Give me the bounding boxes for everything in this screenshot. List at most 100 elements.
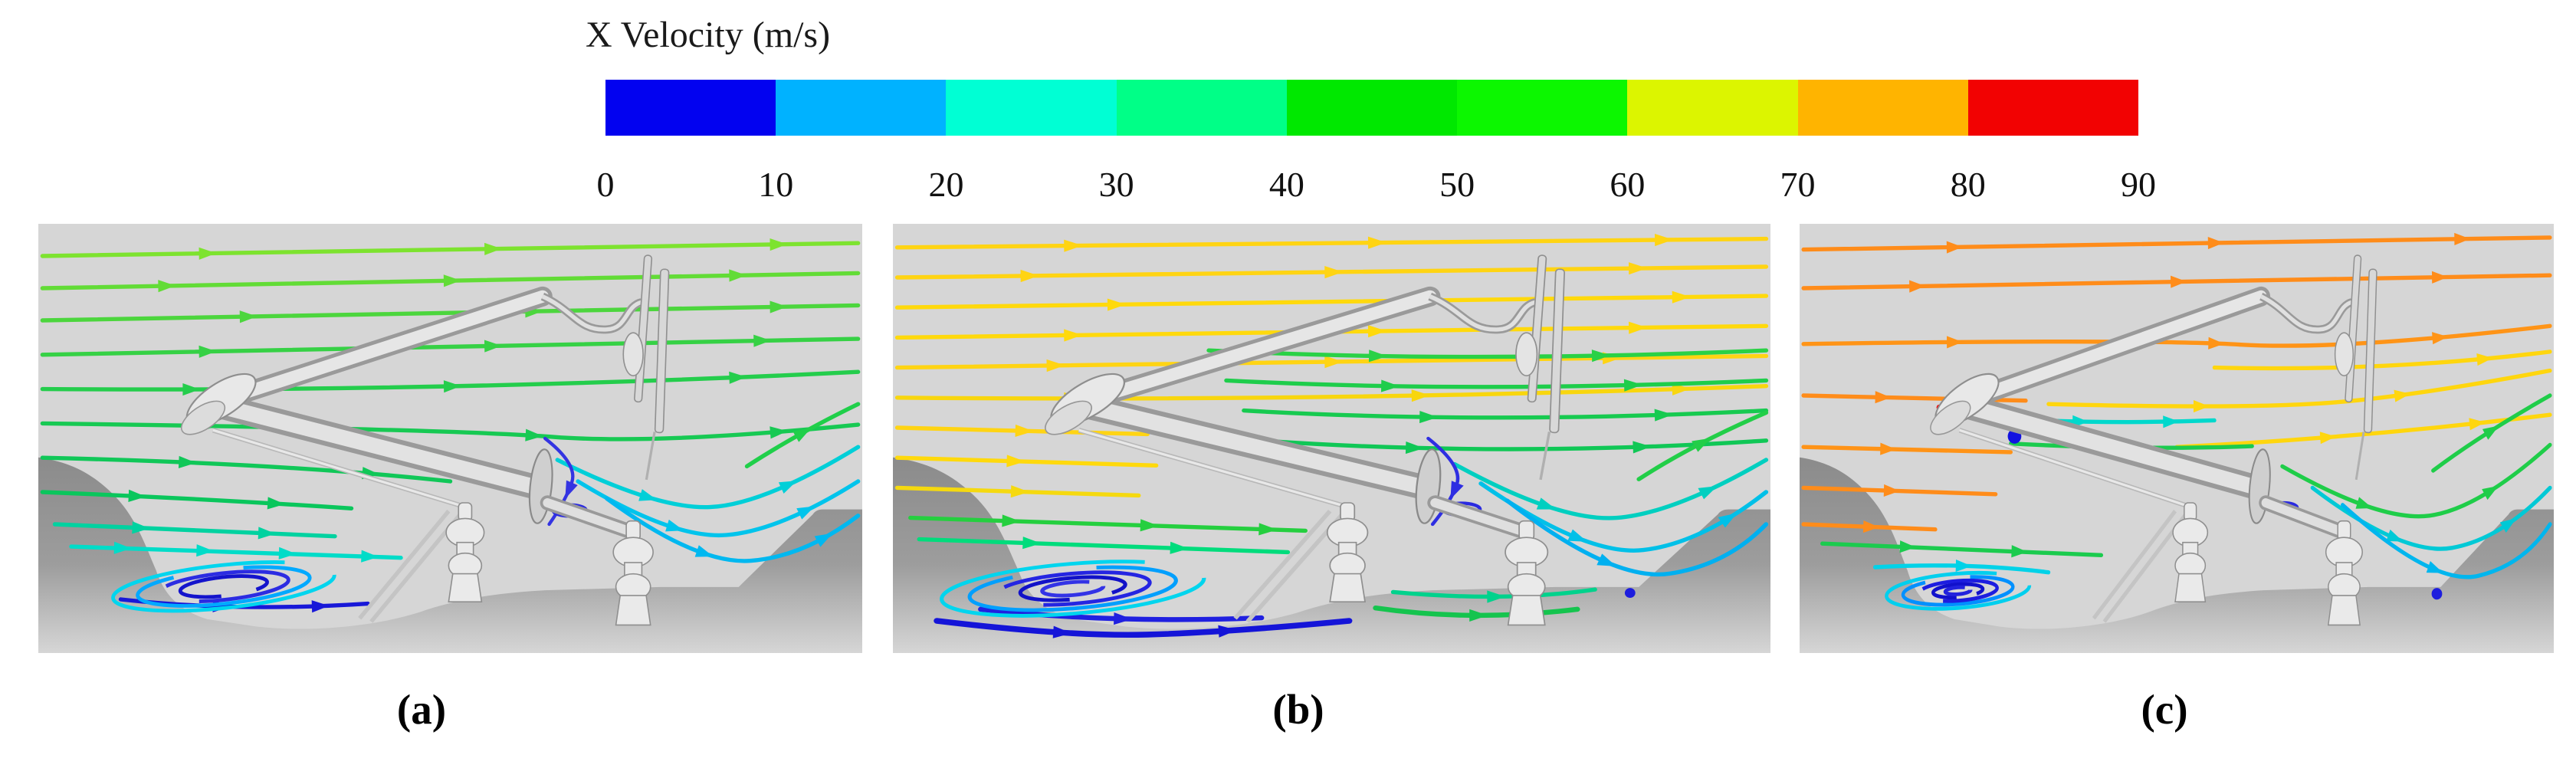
streamline-arrow	[778, 481, 797, 494]
streamline	[1505, 498, 1769, 577]
flow-panel-svg	[38, 224, 862, 653]
flow-panel-c	[1800, 224, 2554, 653]
streamline-arrow	[638, 489, 658, 501]
streamline-arrow	[1633, 441, 1652, 454]
colorbar-tick-50: 50	[1439, 165, 1475, 204]
streamline	[1259, 438, 1769, 451]
insulator	[445, 502, 485, 603]
streamline	[40, 241, 861, 258]
streamline-arrow	[796, 506, 815, 520]
streamline	[934, 618, 1353, 638]
streamline-arrow	[196, 544, 214, 557]
streamline-arrow	[1258, 523, 1278, 536]
streamline-arrow	[239, 310, 258, 323]
streamline-arrow	[1218, 625, 1237, 638]
streamline	[2212, 350, 2552, 371]
streamline-arrow	[113, 541, 132, 554]
colorbar-block-6	[1627, 80, 1798, 136]
streamline-arrow	[2426, 561, 2443, 573]
streamline-arrow	[1107, 298, 1126, 311]
streamline-arrow	[1883, 484, 1900, 497]
streamline-arrow	[1367, 236, 1387, 249]
streamline-arrow	[1015, 424, 1034, 438]
streamline-arrow	[1718, 513, 1738, 528]
streamline-arrow	[484, 340, 502, 353]
flow-dot	[2431, 588, 2443, 600]
streamline-arrow	[1623, 379, 1643, 392]
streamline-arrow	[694, 545, 714, 557]
streamline-arrow	[1064, 239, 1083, 252]
streamline-arrow	[132, 521, 150, 534]
streamline-arrow	[1947, 336, 1963, 349]
streamline-arrow	[1114, 612, 1133, 625]
streamline-arrow	[2386, 529, 2404, 542]
colorbar-block-4	[1286, 80, 1458, 136]
streamline-arrow	[1367, 325, 1387, 338]
streamline-arrow	[1487, 590, 1506, 603]
colorbar-block-2	[946, 80, 1117, 136]
streamline	[1820, 541, 2104, 558]
streamline-arrow	[1955, 559, 1972, 573]
colorbar-block-0	[605, 80, 776, 136]
insulator	[1505, 520, 1549, 626]
streamline-arrow	[1380, 379, 1400, 392]
recirculation-vortex	[940, 560, 1206, 618]
streamline-arrow	[2355, 497, 2373, 509]
streamline-arrow	[1405, 441, 1425, 455]
streamline-arrow	[2011, 545, 2028, 558]
streamline-arrow	[2431, 271, 2448, 284]
streamline	[2046, 368, 2552, 409]
colorbar-tick-70: 70	[1780, 165, 1816, 204]
streamline-arrow	[2207, 237, 2224, 250]
streamline-arrow	[2482, 485, 2499, 501]
colorbar-tick-0: 0	[596, 165, 615, 204]
streamline-arrow	[525, 428, 543, 441]
streamline-arrow	[1324, 266, 1344, 279]
streamline-arrow	[278, 546, 297, 560]
streamline-arrow	[484, 242, 502, 255]
flow-panel-svg	[893, 224, 1770, 653]
streamline-arrow	[2394, 389, 2410, 402]
vortex-ring	[1931, 582, 1985, 599]
flow-panel-b	[893, 224, 1770, 653]
streamline-arrow	[1862, 520, 1879, 533]
streamline-arrow	[2319, 432, 2336, 445]
colorbar-tick-80: 80	[1950, 165, 1986, 204]
streamline	[40, 303, 861, 323]
insulator	[2325, 520, 2363, 626]
streamline-arrow	[361, 550, 379, 563]
streamline-arrow	[770, 426, 788, 439]
streamline	[1801, 235, 2552, 252]
streamline-arrow	[1020, 269, 1039, 283]
vortex-ring	[178, 574, 269, 599]
streamline-arrow	[1596, 553, 1616, 566]
streamline-arrow	[1006, 455, 1025, 468]
streamline-arrow	[1419, 410, 1439, 424]
flow-panel-a	[38, 224, 862, 653]
pantograph	[1930, 254, 2377, 626]
streamline-arrow	[770, 238, 788, 251]
streamline-arrow	[1698, 486, 1718, 500]
streamline-arrow	[1140, 519, 1159, 532]
vortex-ring	[1901, 575, 2015, 607]
streamline-arrow	[565, 480, 578, 499]
streamline-arrow	[1591, 350, 1611, 363]
streamline-arrow	[1324, 356, 1344, 369]
vortex-ring	[993, 570, 1152, 607]
streamline-arrow	[199, 247, 217, 260]
streamline-arrow	[1046, 359, 1065, 373]
streamline-arrow	[1052, 625, 1072, 638]
streamline-arrow	[1450, 481, 1464, 500]
streamline-arrow	[2499, 518, 2517, 533]
streamline-arrow	[199, 345, 217, 358]
streamline	[894, 383, 1769, 401]
colorbar-tick-10: 10	[758, 165, 794, 204]
streamline	[894, 455, 1159, 468]
flow-panel-svg	[1800, 224, 2554, 653]
pantograph	[1045, 254, 1565, 626]
streamline-arrow	[2171, 275, 2187, 288]
streamline	[40, 336, 861, 357]
streamline-arrow	[1654, 409, 1673, 422]
insulator	[1326, 502, 1369, 603]
streamline	[1242, 408, 1769, 420]
